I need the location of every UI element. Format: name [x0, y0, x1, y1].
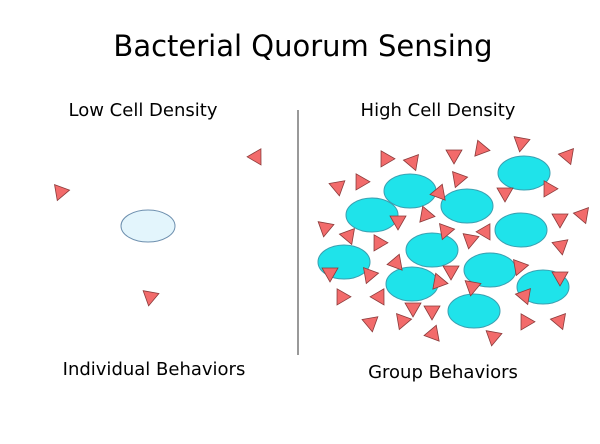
signal-molecule: [396, 313, 413, 331]
signal-molecule: [423, 324, 440, 342]
signal-molecule: [432, 272, 449, 290]
single-cell: [120, 209, 176, 243]
signal-molecule: [551, 239, 569, 256]
signal-molecule: [551, 213, 569, 229]
signal-molecules: [54, 136, 589, 347]
signal-molecule: [369, 288, 385, 306]
signal-molecule: [386, 253, 403, 271]
signal-molecule: [514, 288, 531, 306]
signal-molecule: [462, 233, 480, 250]
cell: [405, 232, 459, 268]
right-caption: Group Behaviors: [368, 362, 518, 383]
signal-molecule: [520, 313, 536, 331]
signal-molecule: [380, 150, 396, 168]
signal-molecule: [452, 171, 469, 189]
signal-molecule: [464, 280, 482, 297]
signal-molecule: [474, 139, 491, 157]
right-heading: High Cell Density: [361, 100, 516, 121]
signal-molecule: [572, 207, 589, 225]
signal-molecule: [445, 149, 463, 165]
signal-molecule: [355, 173, 371, 191]
signal-molecule: [363, 267, 380, 285]
signal-molecule: [361, 316, 379, 333]
signal-molecule: [557, 148, 574, 166]
cell: [385, 266, 439, 302]
cell: [494, 212, 548, 248]
signal-molecule: [442, 265, 460, 281]
signal-molecule: [338, 228, 355, 246]
signal-molecule: [543, 180, 559, 198]
signal-molecule: [317, 221, 335, 238]
signal-molecule: [404, 302, 422, 318]
signal-molecule: [485, 330, 503, 347]
signal-molecule: [142, 290, 160, 307]
title: Bacterial Quorum Sensing: [113, 29, 492, 63]
signal-molecule: [373, 234, 389, 252]
cell: [345, 197, 399, 233]
signal-molecule: [246, 148, 262, 166]
signal-molecule: [54, 184, 71, 202]
signal-molecule: [423, 305, 441, 321]
signal-molecule: [429, 183, 446, 201]
left-caption: Individual Behaviors: [63, 359, 246, 380]
cell: [447, 293, 501, 329]
signal-molecule: [513, 136, 531, 153]
cell: [440, 188, 494, 224]
signal-molecule: [475, 223, 491, 241]
signal-molecule: [496, 187, 514, 203]
signal-molecule: [419, 205, 436, 223]
cell: [383, 173, 437, 209]
cell: [497, 155, 551, 191]
signal-molecule: [328, 180, 346, 197]
signal-molecule: [551, 271, 569, 287]
left-heading: Low Cell Density: [69, 100, 218, 121]
signal-molecule: [336, 288, 352, 306]
signal-molecule: [321, 267, 339, 283]
signal-molecule: [389, 215, 407, 231]
signal-molecule: [402, 154, 419, 172]
signal-molecule: [549, 313, 566, 331]
signal-molecule: [513, 259, 530, 277]
cell-group: [317, 155, 570, 329]
signal-molecule: [439, 223, 456, 241]
